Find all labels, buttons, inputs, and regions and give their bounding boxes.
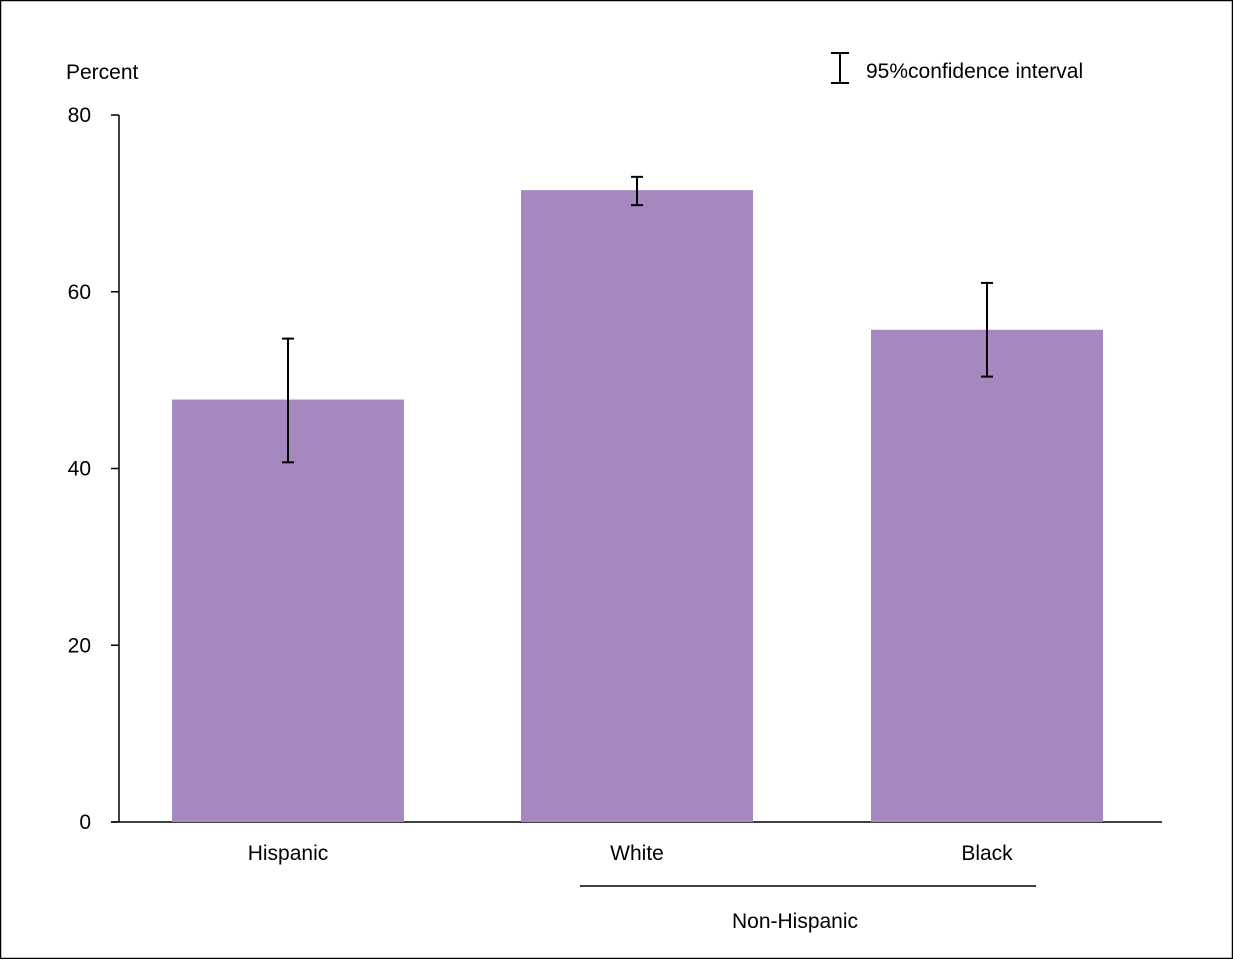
error-bars	[282, 175, 993, 464]
y-axis: 0 20 40 60 80	[68, 104, 120, 834]
errorbar-hispanic	[282, 337, 294, 464]
bars	[172, 190, 1103, 822]
bar-white	[521, 190, 753, 822]
group-label: Non-Hispanic	[732, 910, 858, 933]
bar-black	[871, 329, 1103, 822]
y-tick-label: 60	[68, 281, 91, 304]
y-tick-label: 0	[79, 811, 91, 834]
legend: 95%confidence interval	[831, 52, 1083, 84]
y-tick-label: 40	[68, 458, 91, 481]
y-axis-label: Percent	[66, 61, 139, 84]
x-tick-label-black: Black	[961, 842, 1013, 865]
errorbar-white	[631, 175, 643, 207]
y-tick-label: 80	[68, 104, 91, 127]
x-tick-label-white: White	[610, 842, 664, 865]
errorbar-black	[981, 281, 993, 378]
x-tick-labels: Hispanic White Black	[248, 842, 1013, 865]
legend-label: 95%confidence interval	[866, 60, 1083, 83]
y-tick-label: 20	[68, 634, 91, 657]
x-tick-label-hispanic: Hispanic	[248, 842, 329, 865]
bar-hispanic	[172, 399, 404, 822]
